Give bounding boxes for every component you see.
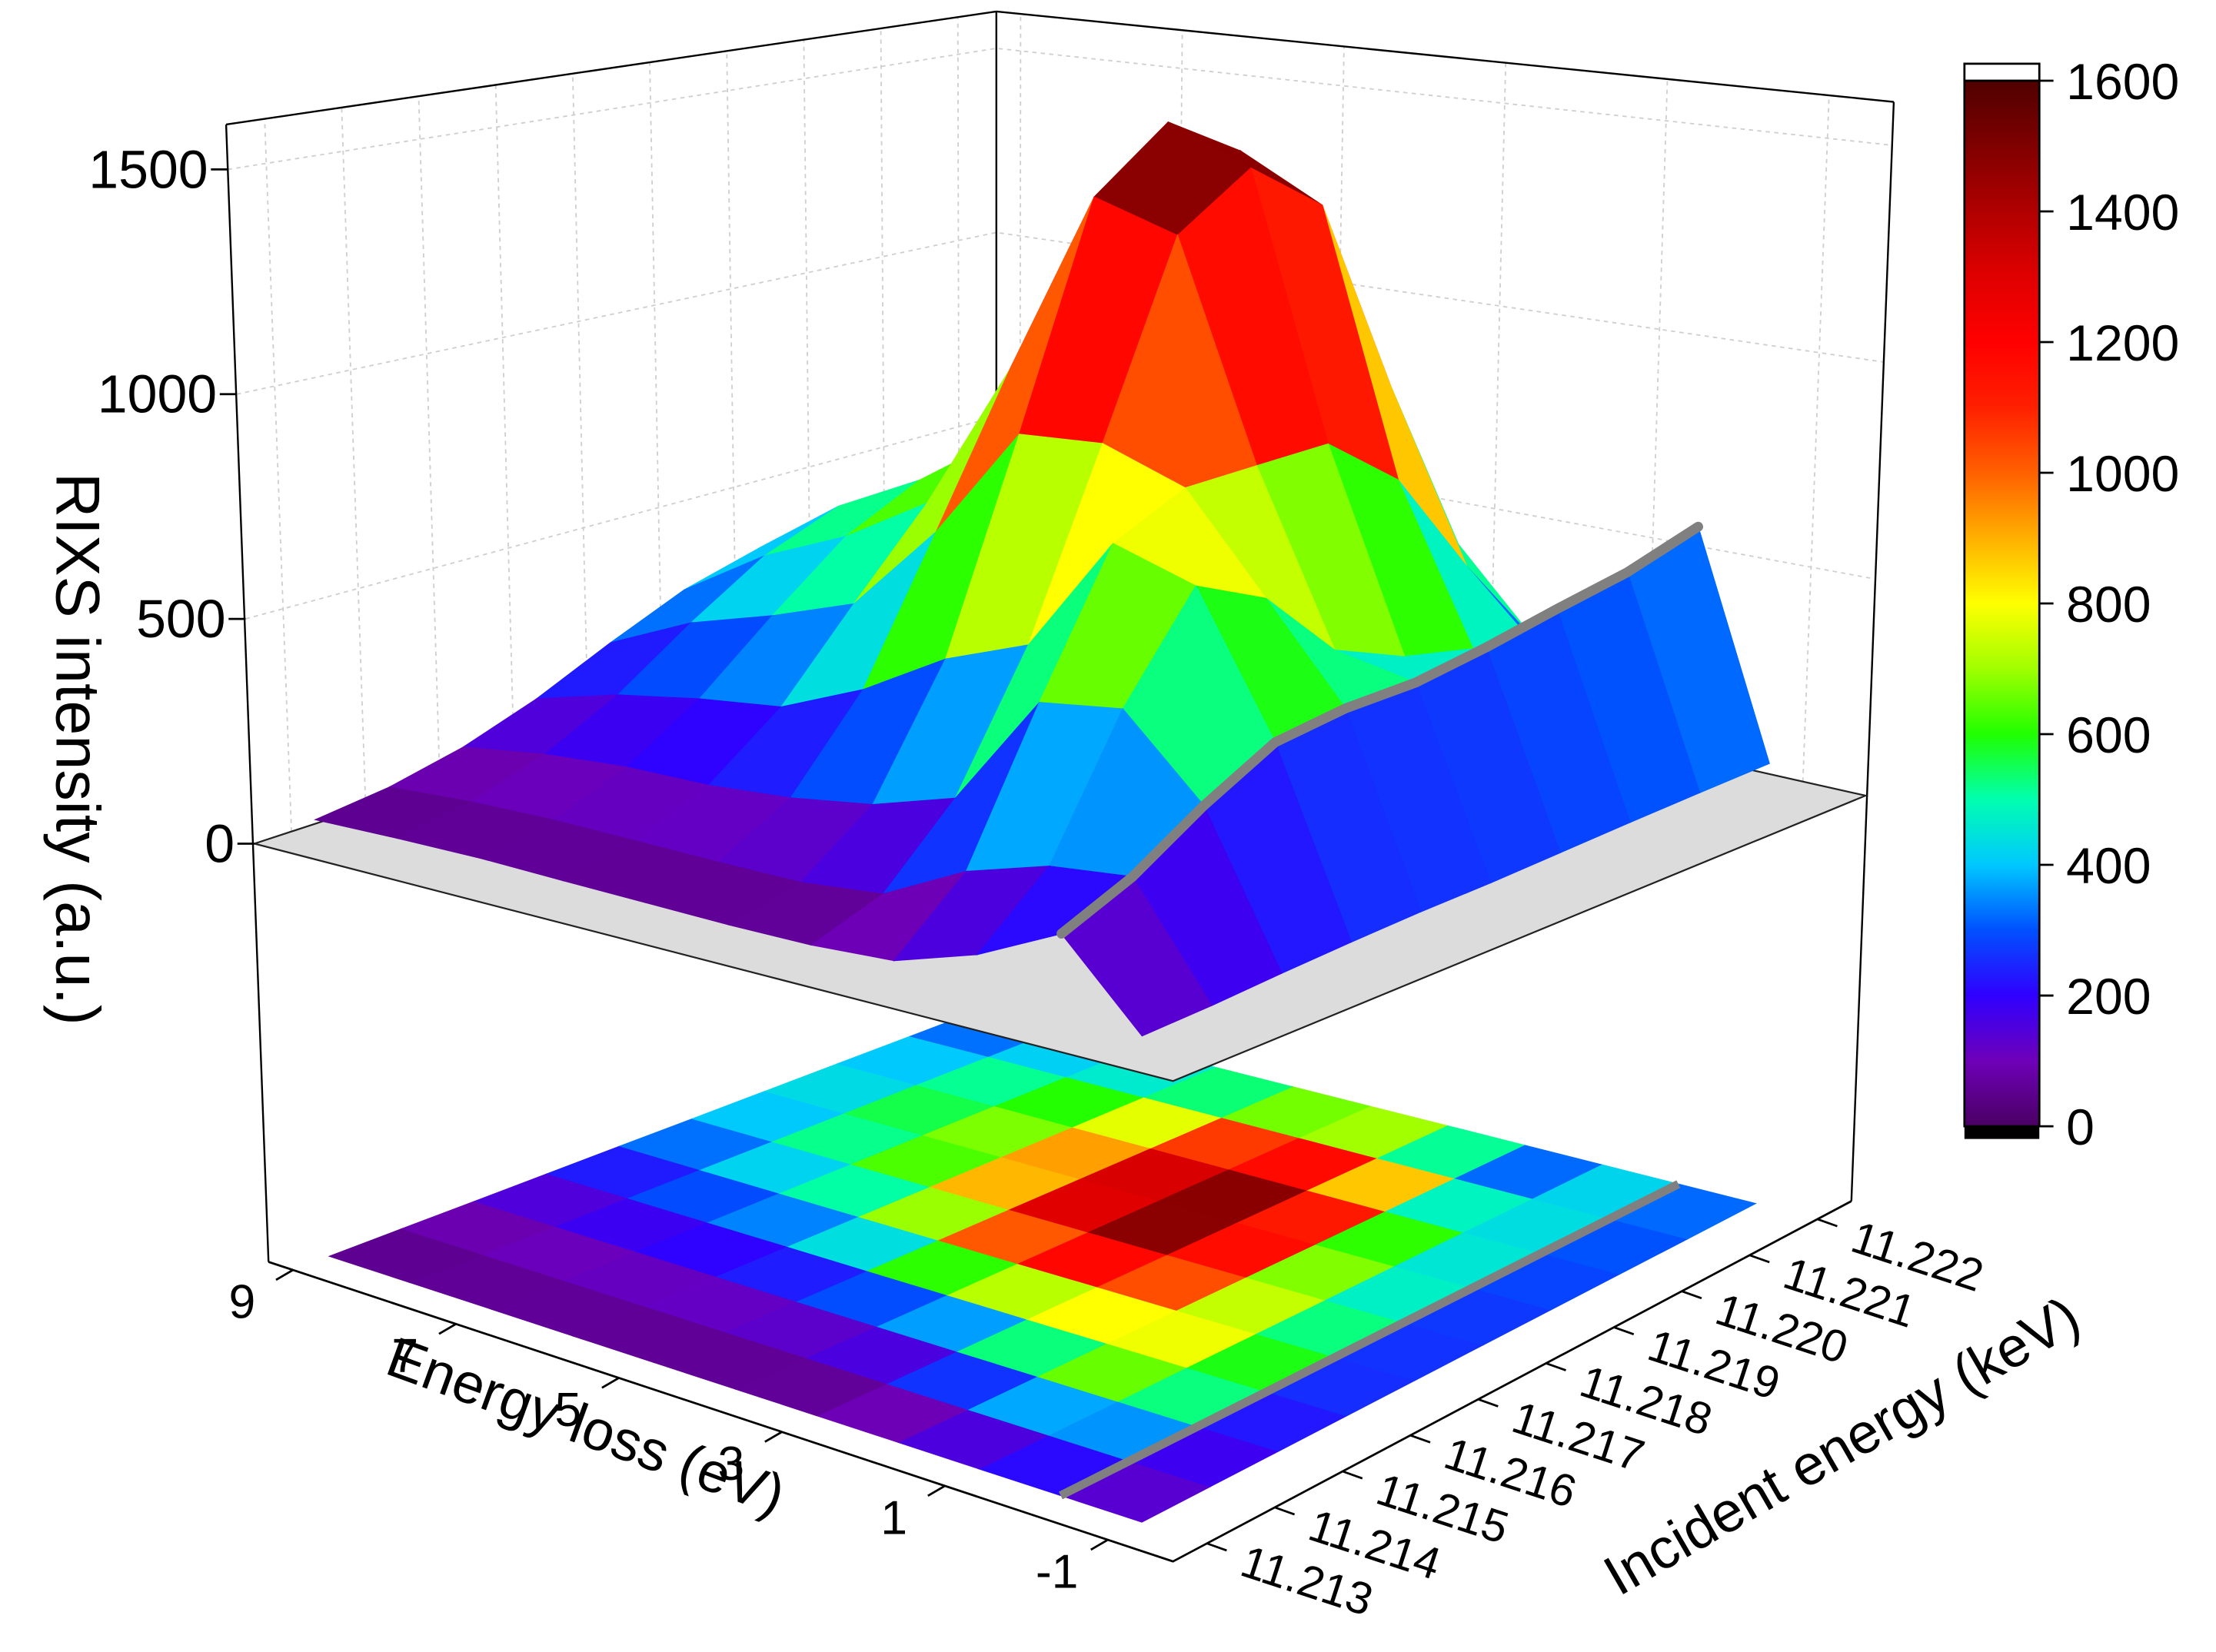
grid-line: [1802, 95, 1830, 782]
x-tick: [1090, 1538, 1109, 1551]
x-tick: [275, 1268, 294, 1281]
floor-elastic-line: [1058, 1180, 1681, 1500]
x-tick: [601, 1377, 620, 1389]
x-tick-label: 7: [391, 1329, 418, 1383]
grid-line: [957, 17, 960, 613]
x-tick-label: 3: [717, 1437, 744, 1491]
x-tick-label: 5: [554, 1383, 581, 1437]
surface: [314, 121, 1770, 1037]
x-tick-label: 9: [228, 1275, 255, 1329]
grid-line: [236, 231, 1884, 395]
colorbar: [1963, 79, 2041, 1128]
y-tick: [1613, 1326, 1635, 1336]
grid-line: [341, 107, 367, 808]
y-tick: [1817, 1218, 1838, 1228]
x-tick: [764, 1431, 783, 1443]
y-tick: [1274, 1506, 1296, 1516]
floor-edge: [268, 1200, 1852, 1563]
z-tick-label: 1500: [88, 139, 208, 199]
y-tick: [1478, 1398, 1499, 1408]
z-axis-title: RIXS intensity (a.u.): [43, 473, 112, 1025]
x-tick: [438, 1323, 457, 1335]
y-tick: [1546, 1362, 1566, 1371]
grid-line: [494, 85, 515, 759]
grid-line: [1489, 62, 1507, 712]
y-tick: [1342, 1470, 1363, 1480]
y-tick: [1409, 1434, 1431, 1444]
grid-line: [649, 62, 664, 710]
z-tick-label: 0: [205, 813, 235, 873]
colorbar-tick-label: 600: [2066, 707, 2151, 764]
colorbar-tick-label: 800: [2066, 577, 2151, 633]
x-tick: [927, 1484, 946, 1497]
colorbar-tick-label: 0: [2066, 1099, 2095, 1156]
colorbar-tick-label: 200: [2066, 969, 2151, 1025]
colorbar-tick-label: 1600: [2066, 54, 2179, 111]
x-tick-label: -1: [1036, 1545, 1079, 1599]
y-tick: [1749, 1254, 1770, 1264]
box-edge: [996, 10, 1895, 103]
colorbar-under: [1964, 1126, 2040, 1139]
y-tick: [1681, 1290, 1702, 1300]
y-tick: [1206, 1542, 1227, 1552]
box-edge: [1850, 101, 1895, 1202]
z-tick-label: 1000: [98, 364, 217, 424]
colorbar-over: [1963, 62, 2041, 82]
colorbar-tick-label: 400: [2066, 838, 2151, 895]
z-axis-line: [225, 124, 270, 1262]
grid-line: [264, 118, 293, 832]
box-edge: [225, 10, 997, 126]
elastic-line: [1056, 521, 1703, 939]
colorbar-tick-label: 1200: [2066, 315, 2179, 372]
x-tick-label: 1: [880, 1491, 907, 1544]
projection-floor: [268, 989, 1852, 1563]
colorbar-tick-label: 1000: [2066, 446, 2179, 503]
z-tick-label: 500: [136, 589, 226, 649]
colorbar-tick-label: 1400: [2066, 184, 2179, 241]
